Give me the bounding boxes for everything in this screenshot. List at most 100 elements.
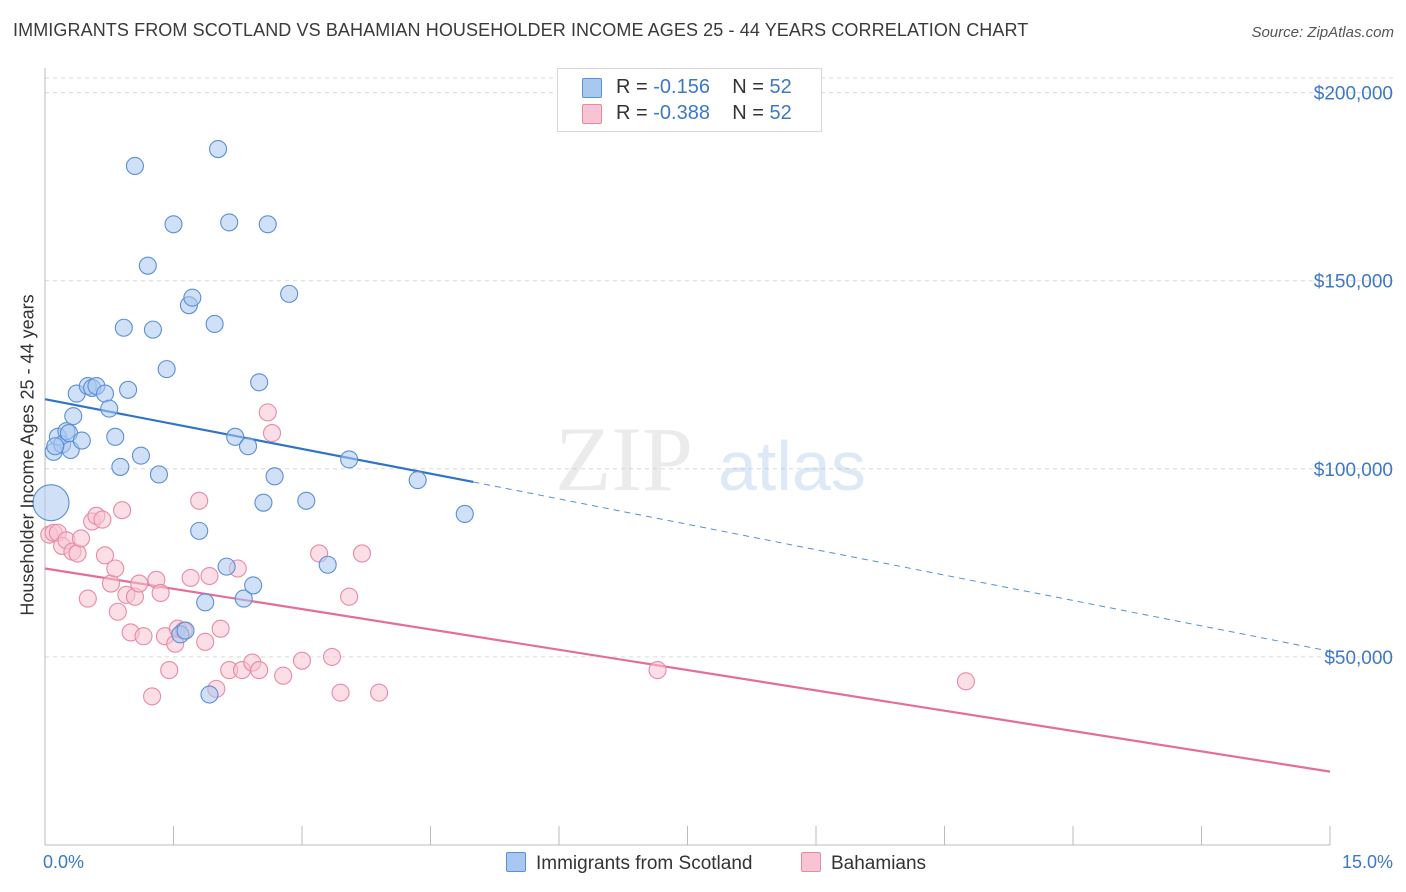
scotland-point [340,450,359,469]
y-tick-label: $100,000 [1314,460,1393,481]
y-tick-labels: $50,000 $100,000 $150,000 $200,000 [1314,84,1393,669]
scotland-legend-swatch [506,852,526,872]
bahamian-point [113,501,132,520]
scotland-point [208,139,228,159]
scotland-point [220,213,239,232]
legend-item-scotland[interactable]: Immigrants from Scotland [506,852,752,875]
bahamian-point [151,583,170,603]
scotland-swatch [582,78,602,98]
scotland-point [106,427,125,446]
scotland-point [238,437,258,456]
n-value: 52 [769,76,792,98]
bahamian-point [95,546,115,565]
bahamian-point [106,559,125,578]
scotland-point [164,215,183,234]
bahamian-point [160,661,179,680]
bahamian-point [130,574,149,593]
scotland-point [234,589,253,608]
y-axis-label: Householder Income Ages 25 - 44 years [17,294,38,616]
bahamian-point [181,568,200,587]
watermark-atlas: atlas [718,427,866,505]
scotland-point [138,256,157,275]
bahamian-point [648,661,667,680]
bahamian-point [143,687,162,706]
x-tick-min: 0.0% [43,852,85,872]
scotland-point [143,320,162,339]
scotland-point [125,156,144,176]
n-label: N = [732,102,764,124]
bahamian-point [190,491,209,510]
scotland-point [217,557,236,576]
n-value: 52 [769,102,792,124]
scotland-point [265,467,284,486]
bahamian-point [292,651,312,670]
scotland-point [95,384,115,403]
chart-title: IMMIGRANTS FROM SCOTLAND VS BAHAMIAN HOU… [13,20,1029,40]
bahamian-point [101,574,121,593]
bahamian-point [370,683,389,702]
n-label: N = [732,76,764,98]
scotland-point [297,491,316,510]
x-tick-max: 15.0% [1341,852,1393,872]
scotland-points [32,139,474,704]
bahamian-point [93,510,112,529]
scotland-point [111,457,130,476]
bahamian-trend-line [44,567,1331,773]
scotland-point [318,555,337,574]
scotland-point [131,446,150,465]
bahamian-point [262,424,282,443]
scotland-point [200,685,219,704]
scotland-point [46,437,65,456]
scotland-point [176,621,195,640]
scotland-point [114,318,133,337]
scotland-point [100,399,119,418]
bahamian-point [322,647,342,666]
source-label: Source: ZipAtlas.com [1251,24,1394,41]
bahamian-point [134,627,153,646]
bahamian-point [78,589,97,608]
bahamian-point [196,632,215,651]
bahamian-point [274,666,293,685]
bahamian-point [331,683,350,702]
bahamian-point [258,403,277,422]
scotland-point [408,471,427,490]
scotland-point [455,504,474,524]
bahamian-point [956,672,975,691]
bahamian-point [108,602,127,621]
bahamian-point [352,544,372,563]
bahamian-point [68,544,87,563]
bahamian-swatch [582,104,602,124]
watermark-zip: ZIP [555,408,693,510]
scotland-point [119,380,138,399]
scotland-point [280,284,299,303]
scotland-point [250,373,269,392]
scotland-legend-label: Immigrants from Scotland [536,853,753,874]
scotland-point [72,431,91,450]
scotland-point [190,521,209,540]
bahamian-point [71,529,91,548]
grid-lines [45,77,1395,658]
bahamian-legend-label: Bahamians [831,853,927,874]
bahamian-point [250,661,269,680]
scotland-point [254,493,273,512]
scotland-point [64,407,83,426]
bahamian-legend-swatch [801,852,821,872]
axes [44,68,1331,846]
r-value: -0.156 [653,76,710,98]
bahamian-point [200,566,219,586]
bahamian-point [211,619,230,638]
correlation-legend: R = -0.156 N = 52 R = -0.388 N = 52 [557,68,822,132]
watermark: ZIP atlas [555,408,866,510]
scotland-trend-extension [473,481,1331,652]
scotland-point [32,484,70,522]
y-tick-label: $150,000 [1314,272,1393,293]
scotland-point [157,360,176,379]
bahamian-points [40,403,975,706]
r-value: -0.388 [653,102,710,124]
r-label: R = [616,76,648,98]
scotland-point [258,215,277,234]
scotland-point [196,593,215,612]
legend-item-bahamian[interactable]: Bahamians [801,852,926,875]
r-label: R = [616,102,648,124]
